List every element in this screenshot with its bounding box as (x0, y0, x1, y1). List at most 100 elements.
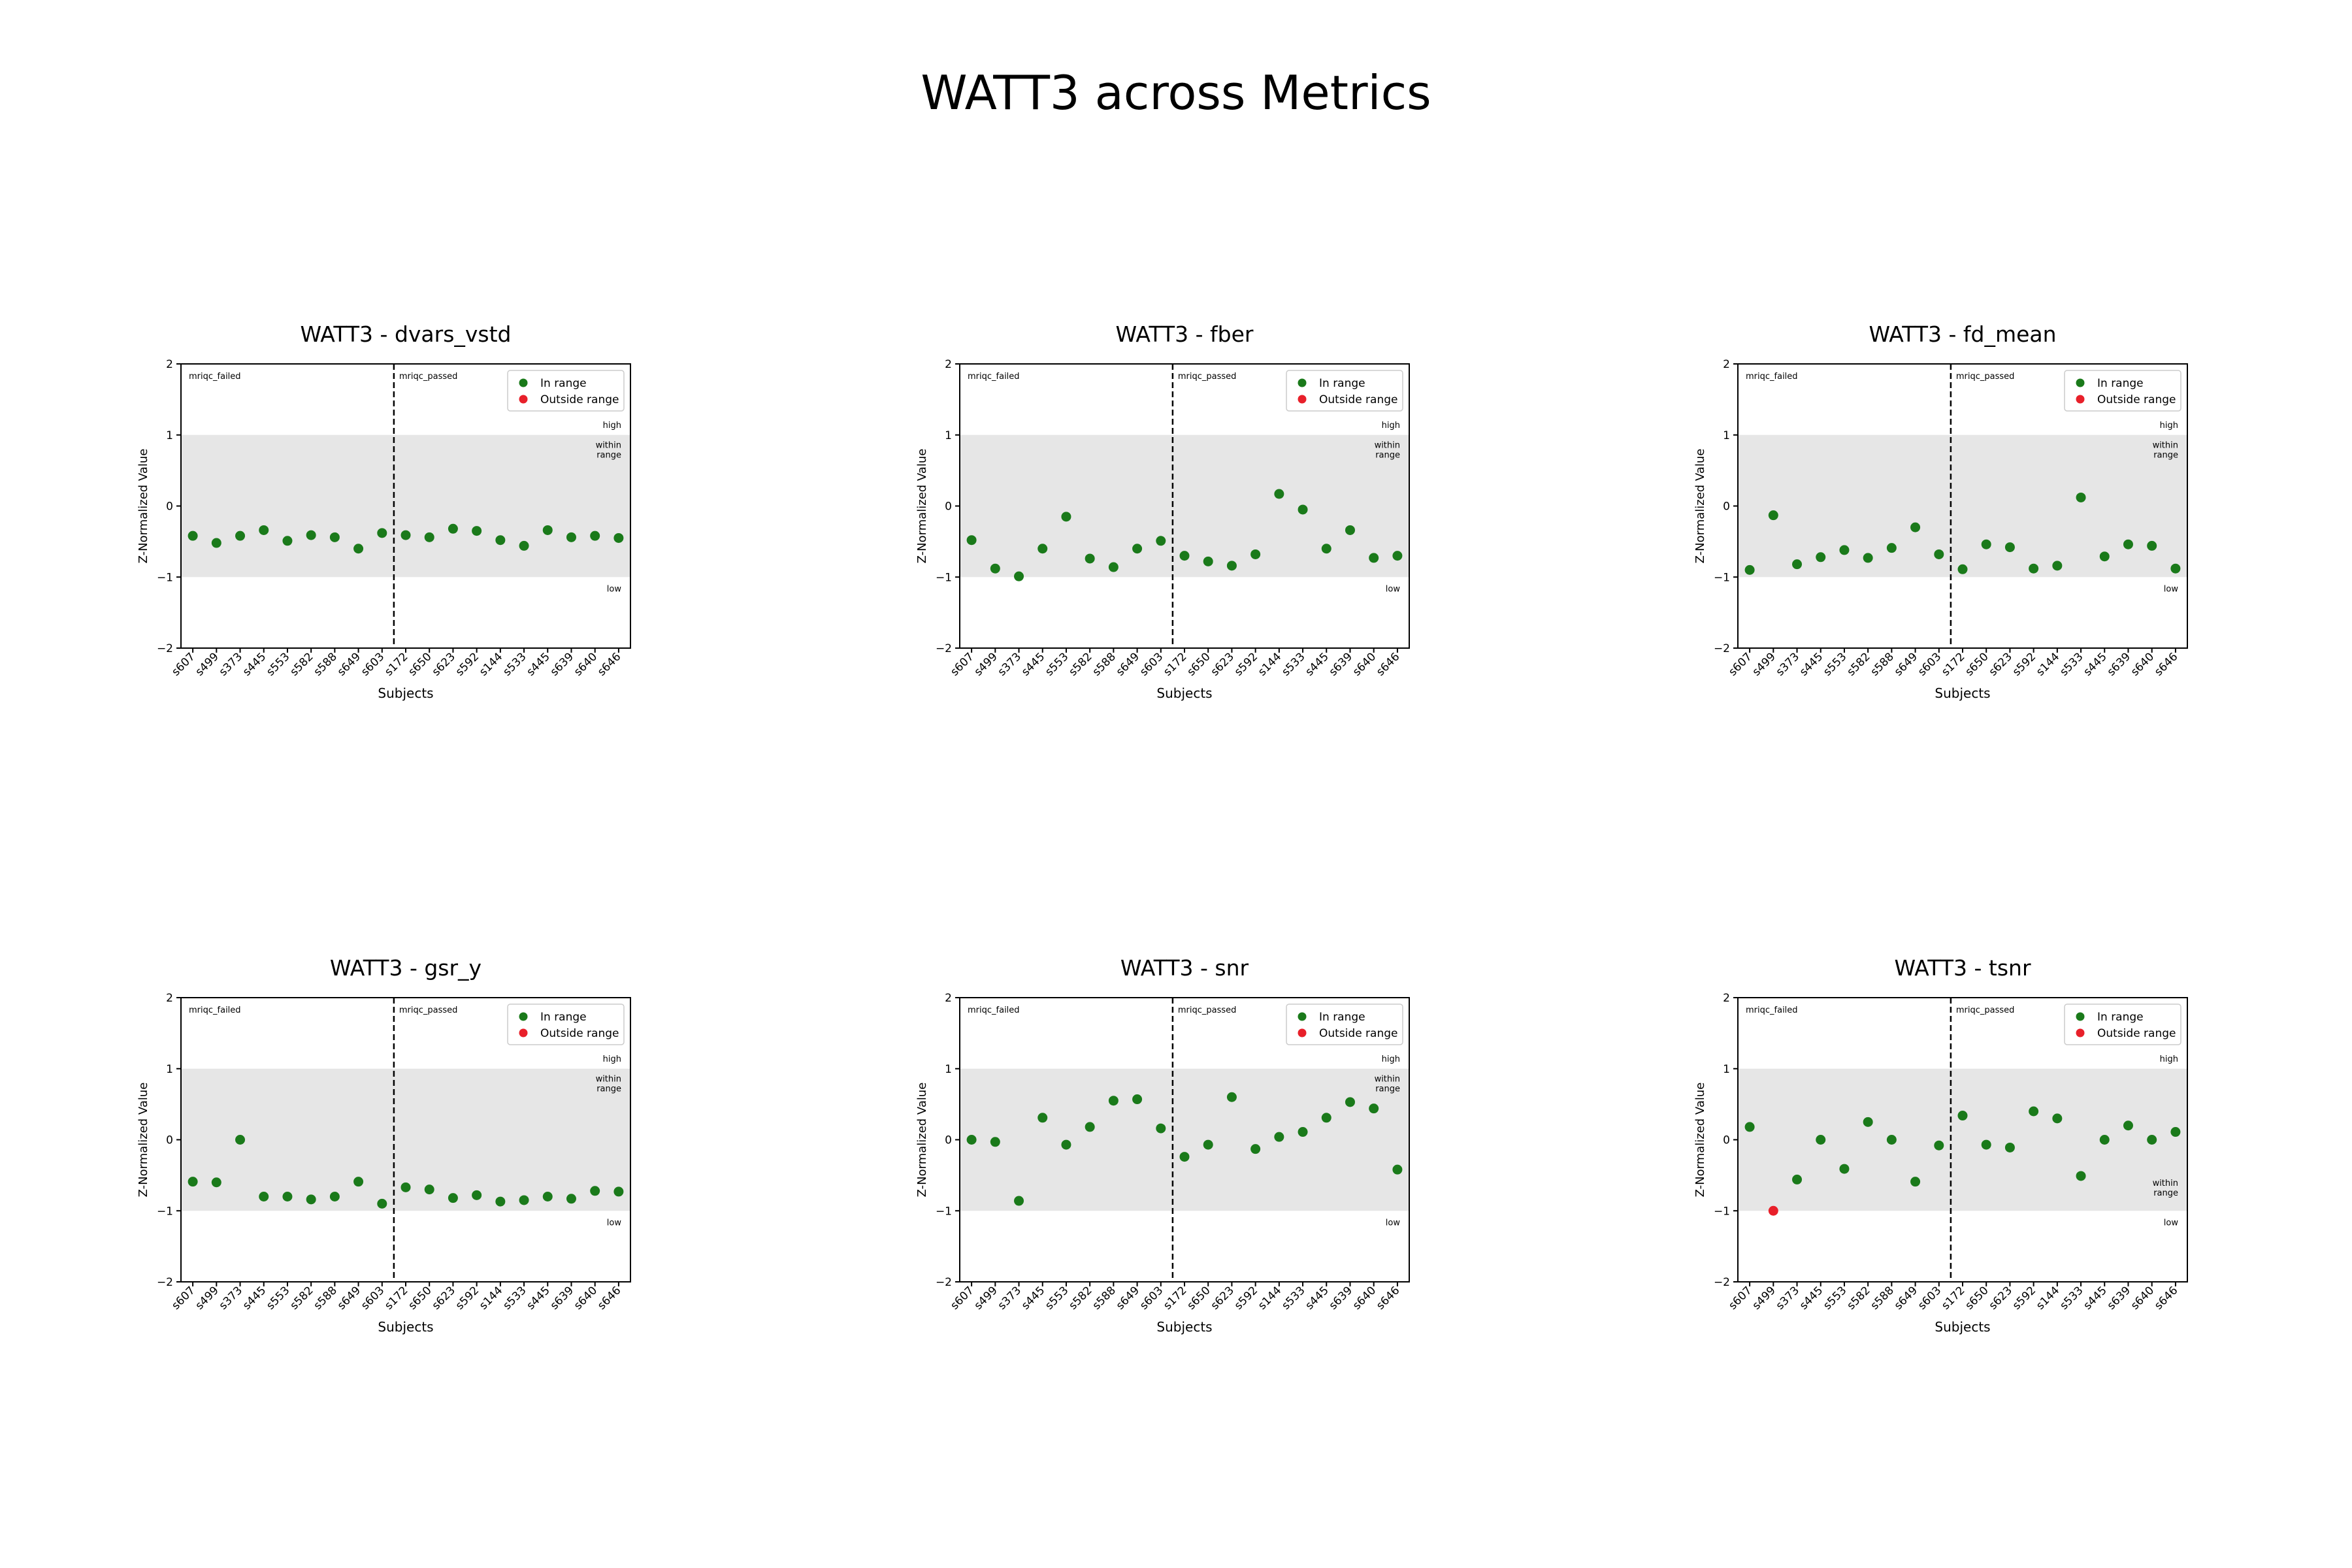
data-point-in-range (306, 530, 316, 540)
x-tick-label: s649 (1114, 650, 1142, 678)
x-tick-label: s592 (1232, 650, 1260, 678)
data-point-in-range (1910, 522, 1921, 532)
x-tick-label: s640 (1350, 650, 1379, 678)
data-point-in-range (1226, 561, 1237, 571)
x-tick-label: s144 (1256, 650, 1284, 678)
x-tick-label: s373 (996, 1284, 1024, 1312)
x-tick-label: s373 (217, 650, 245, 678)
y-tick-label: −1 (936, 571, 952, 584)
data-point-in-range (590, 531, 600, 541)
x-tick-label: s445 (1019, 650, 1047, 678)
x-tick-label: s499 (193, 650, 221, 678)
data-point-in-range (1744, 1122, 1755, 1132)
x-tick-label: s553 (1043, 1284, 1071, 1312)
legend-marker-in-range (2076, 1012, 2085, 1021)
x-tick-label: s588 (312, 1284, 340, 1312)
data-point-in-range (566, 532, 576, 542)
x-tick-label: s607 (948, 650, 976, 678)
x-tick-label: s650 (1963, 1284, 1991, 1312)
x-tick-label: s588 (312, 650, 340, 678)
data-point-in-range (1839, 545, 1850, 555)
x-axis-label: Subjects (1935, 685, 1990, 701)
data-point-in-range (1037, 544, 1048, 554)
data-point-in-range (1981, 1139, 1991, 1150)
legend-marker-outside-range (2076, 1028, 2085, 1037)
x-tick-label: s603 (1137, 1284, 1166, 1312)
data-point-in-range (2147, 1135, 2157, 1145)
group-label-failed: mriqc_failed (1746, 1005, 1798, 1015)
legend-box (1286, 370, 1403, 412)
x-tick-label: s588 (1090, 1284, 1119, 1312)
legend-label-in-range: In range (2097, 377, 2144, 390)
data-point-in-range (1274, 1132, 1284, 1142)
x-tick-label: s144 (477, 650, 505, 678)
x-tick-label: s588 (1090, 650, 1119, 678)
data-point-in-range (400, 530, 411, 540)
x-tick-label: s533 (500, 650, 529, 678)
data-point-in-range (1132, 1094, 1143, 1105)
band-label-low: low (607, 584, 622, 594)
data-point-in-range (2099, 551, 2110, 562)
data-point-in-range (1037, 1113, 1048, 1123)
band-label-low: low (2164, 1218, 2179, 1228)
band-label-range: range (596, 450, 621, 460)
data-point-in-range (1132, 544, 1143, 554)
x-tick-label: s499 (193, 1284, 221, 1312)
data-point-in-range (259, 525, 269, 535)
group-label-failed: mriqc_failed (189, 372, 241, 382)
x-tick-label: s588 (1869, 1284, 1897, 1312)
data-point-in-range (1392, 551, 1403, 561)
data-point-in-range (259, 1192, 269, 1201)
data-point-in-range (1250, 1144, 1261, 1154)
legend-marker-in-range (2076, 378, 2085, 387)
x-tick-label: s649 (1892, 1284, 1920, 1312)
data-point-in-range (966, 535, 977, 546)
data-point-in-range (1768, 510, 1778, 521)
data-point-in-range (519, 540, 529, 551)
x-tick-label: s582 (287, 650, 316, 678)
y-tick-label: 1 (166, 1063, 173, 1076)
data-point-in-range (2029, 1106, 2039, 1117)
data-point-in-range (472, 1190, 482, 1200)
x-tick-label: s172 (382, 1284, 410, 1312)
x-tick-label: s639 (2105, 650, 2133, 678)
subplot-title: WATT3 - fber (1116, 321, 1254, 347)
x-tick-label: s445 (1303, 1284, 1331, 1312)
data-point-in-range (472, 526, 482, 536)
legend-marker-in-range (1298, 1012, 1307, 1021)
x-tick-label: s592 (2010, 1284, 2038, 1312)
x-tick-label: s373 (217, 1284, 245, 1312)
group-label-passed: mriqc_passed (399, 372, 458, 382)
data-point-in-range (353, 544, 364, 554)
data-point-in-range (2170, 1127, 2181, 1137)
data-point-in-range (590, 1186, 600, 1196)
data-point-in-range (2076, 492, 2086, 502)
x-tick-label: s172 (1939, 650, 1967, 678)
x-tick-label: s533 (2057, 1284, 2085, 1312)
x-axis-label: Subjects (1156, 685, 1212, 701)
legend-marker-in-range (519, 1012, 528, 1021)
data-point-in-range (1179, 551, 1190, 561)
y-tick-label: 2 (1723, 992, 1730, 1005)
x-tick-label: s639 (548, 650, 576, 678)
band-label-high: high (1382, 421, 1400, 431)
data-point-in-range (2099, 1135, 2110, 1145)
legend-box (1286, 1004, 1403, 1045)
x-tick-label: s650 (1184, 650, 1213, 678)
group-label-passed: mriqc_passed (1956, 372, 2015, 382)
data-point-in-range (377, 528, 387, 538)
x-tick-label: s646 (1374, 650, 1402, 678)
x-tick-label: s553 (1821, 650, 1849, 678)
x-tick-label: s650 (406, 650, 434, 678)
x-tick-label: s649 (335, 1284, 363, 1312)
y-tick-label: 0 (1723, 1134, 1730, 1147)
data-point-in-range (282, 1192, 293, 1201)
x-tick-label: s646 (2152, 1284, 2180, 1312)
legend-marker-outside-range (1298, 395, 1307, 404)
data-point-in-range (1014, 1196, 1024, 1206)
data-point-in-range (282, 536, 293, 546)
x-tick-label: s553 (264, 650, 292, 678)
x-axis-label: Subjects (1935, 1319, 1990, 1335)
data-point-in-range (1957, 564, 1968, 574)
x-tick-label: s639 (2105, 1284, 2133, 1312)
